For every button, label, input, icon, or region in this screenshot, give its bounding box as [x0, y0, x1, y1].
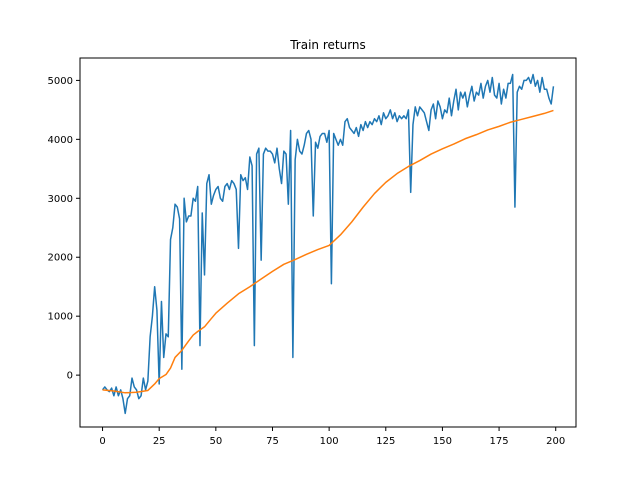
x-axis: 0 25 50 75 100 125 150 175 200 — [99, 427, 565, 447]
y-tick-label: 4000 — [48, 135, 73, 146]
y-tick-label: 0 — [67, 371, 73, 382]
x-tick-label: 200 — [546, 436, 565, 447]
x-tick-label: 100 — [320, 436, 339, 447]
x-tick-label: 50 — [209, 436, 222, 447]
x-tick-label: 25 — [153, 436, 166, 447]
x-tick-label: 75 — [266, 436, 279, 447]
plot-area — [101, 73, 555, 415]
chart-title: Train returns — [289, 38, 366, 52]
y-axis: 0 1000 2000 3000 4000 5000 — [48, 76, 80, 382]
y-tick-label: 3000 — [48, 194, 73, 205]
x-tick-label: 0 — [99, 436, 105, 447]
series-line-smoothed — [102, 109, 554, 394]
series-line-raw — [101, 73, 555, 415]
y-tick-label: 2000 — [48, 253, 73, 264]
y-tick-label: 1000 — [48, 312, 73, 323]
y-tick-label: 5000 — [48, 76, 73, 87]
axes-frame — [79, 57, 577, 428]
x-tick-label: 150 — [433, 436, 452, 447]
x-tick-label: 175 — [490, 436, 509, 447]
x-tick-label: 125 — [376, 436, 395, 447]
